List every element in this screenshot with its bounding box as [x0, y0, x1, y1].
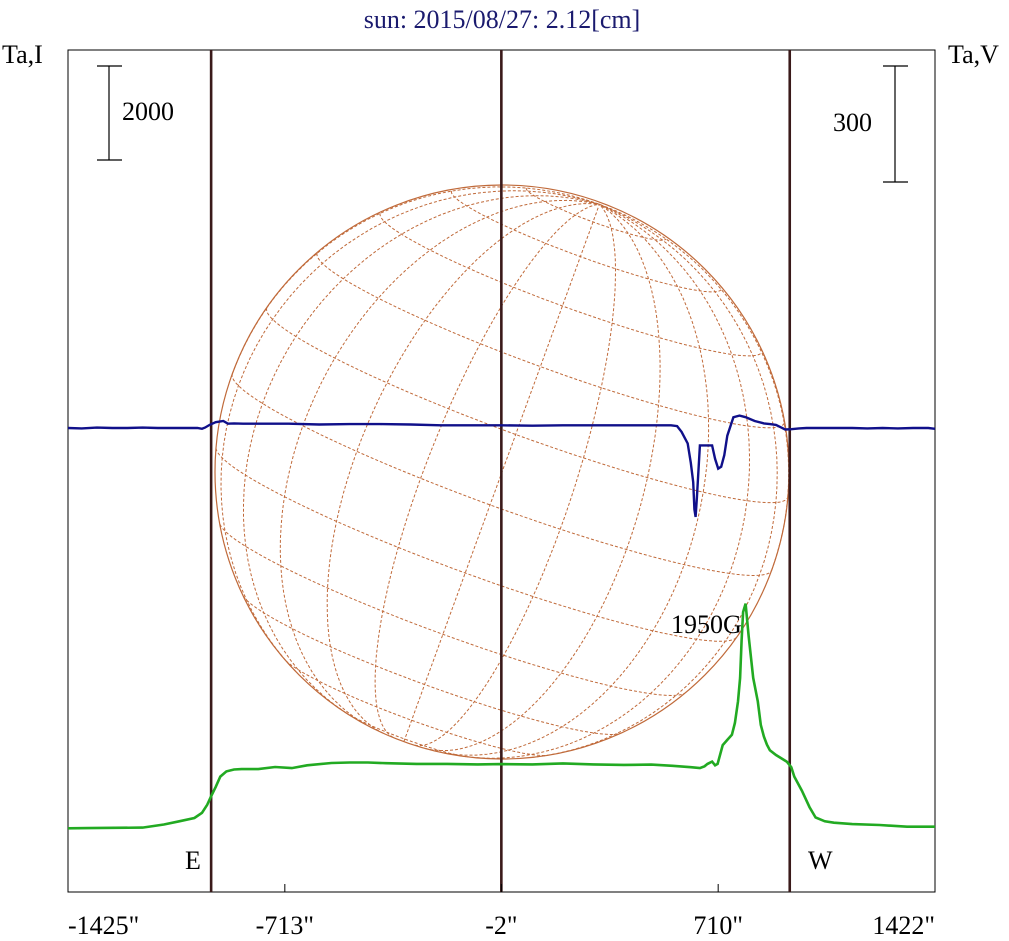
- meridian-line: [466, 203, 751, 759]
- meridian-line: [220, 190, 600, 672]
- right-axis-label: Ta,V: [948, 40, 999, 69]
- west-limb-label: W: [808, 846, 833, 875]
- field-strength-annotation: 1950G: [671, 610, 742, 639]
- x-tick-label: -1425": [68, 911, 139, 940]
- meridian-line: [243, 195, 600, 714]
- parallel-line: [265, 307, 789, 504]
- chart-title: sun: 2015/08/27: 2.12[cm]: [364, 5, 641, 34]
- parallel-line: [243, 596, 621, 736]
- polarization-series-line: [67, 414, 936, 518]
- intensity-scale-label: 2000: [122, 97, 174, 126]
- meridian-line: [279, 199, 600, 725]
- meridian-line: [414, 203, 617, 747]
- meridian-line: [326, 203, 600, 734]
- x-tick-label: -713": [256, 911, 314, 940]
- x-tick-label: 710": [693, 911, 743, 940]
- x-axis-ticks: -1425" -713" -2" 710" 1422": [67, 884, 936, 940]
- parallel-line: [379, 213, 763, 357]
- meridian-line: [374, 203, 600, 738]
- parallel-line: [525, 187, 667, 241]
- left-axis-label: Ta,I: [2, 40, 43, 69]
- polarization-scale-bar: [883, 65, 908, 183]
- parallel-line: [215, 448, 737, 642]
- intensity-scale-bar: [97, 65, 122, 161]
- parallel-line: [231, 373, 773, 577]
- intensity-series-line: [67, 603, 935, 830]
- parallel-line: [345, 712, 467, 758]
- parallel-line: [219, 524, 685, 697]
- parallel-line: [316, 253, 785, 429]
- polarization-scale-label: 300: [833, 108, 872, 137]
- x-tick-label: -2": [485, 911, 517, 940]
- limb-lines: [209, 50, 792, 892]
- x-tick-label: 1422": [872, 911, 935, 940]
- meridian-line: [403, 204, 600, 742]
- meridian-line: [231, 186, 600, 374]
- parallel-line: [450, 191, 722, 293]
- meridian-line: [425, 203, 661, 752]
- east-limb-label: E: [185, 846, 201, 875]
- meridian-line: [532, 203, 778, 758]
